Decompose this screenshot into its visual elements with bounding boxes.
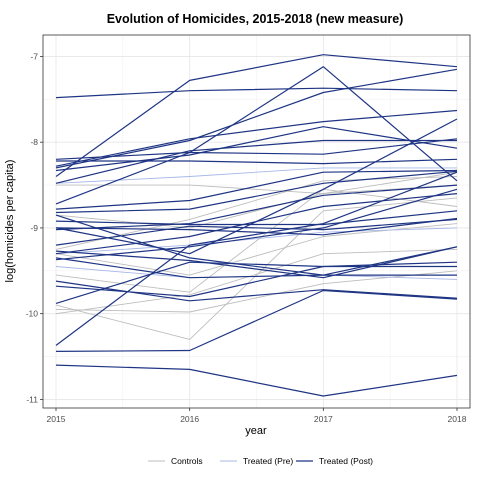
x-axis: 2015 2016 2017 2018 [47, 408, 467, 424]
y-tick-label: -10 [26, 309, 39, 319]
legend-label: Treated (Post) [319, 456, 373, 466]
series-line-control [55, 171, 458, 229]
legend-label: Treated (Pre) [243, 456, 293, 466]
x-tick-label: 2016 [180, 414, 199, 424]
series-layer [55, 54, 458, 397]
series-line-control [55, 197, 458, 340]
x-axis-title: year [245, 425, 267, 437]
series-line-treated-post [55, 169, 458, 210]
series-line-treated-post [55, 364, 458, 397]
series-line-treated-pre [55, 227, 458, 255]
series-line-treated-post [55, 109, 458, 167]
series-line-treated-post [55, 210, 458, 226]
panel-border [42, 34, 471, 409]
series-line-control [55, 248, 458, 315]
plot-panel [42, 34, 471, 409]
series-line-treated-post [55, 218, 458, 246]
series-line-treated-post [55, 171, 458, 346]
x-tick-label: 2015 [47, 414, 66, 424]
series-line-treated-post [55, 68, 458, 169]
legend-label: Controls [171, 456, 203, 466]
x-tick-label: 2017 [314, 414, 333, 424]
series-line-treated-post [55, 261, 458, 304]
series-line-treated-post [55, 126, 458, 172]
x-tick-label: 2018 [448, 414, 467, 424]
series-line-treated-post [55, 289, 458, 352]
series-line-treated-post [55, 246, 458, 279]
series-line-treated-post [55, 138, 458, 205]
chart-title: Evolution of Homicides, 2015-2018 (new m… [107, 12, 404, 26]
series-line-treated-post [55, 214, 458, 276]
series-line-treated-pre [55, 167, 457, 184]
y-tick-label: -11 [26, 394, 38, 404]
series-line-treated-post [55, 54, 458, 177]
series-line-control [55, 176, 458, 250]
series-line-treated-post [56, 158, 458, 165]
y-axis-title: log(homicides per capita) [4, 160, 16, 283]
series-line-treated-post [55, 257, 457, 279]
y-axis: -7 -8 -9 -10 -11 [26, 51, 43, 404]
series-line-treated-post [55, 170, 458, 214]
legend: Controls Treated (Pre) Treated (Post) [148, 456, 373, 466]
y-tick-label: -9 [30, 223, 38, 233]
series-line-treated-post [55, 118, 458, 255]
y-tick-label: -7 [30, 51, 38, 61]
y-tick-label: -8 [30, 137, 38, 147]
series-line-treated-post [55, 66, 458, 182]
series-line-treated-post [55, 139, 457, 184]
series-line-treated-post [55, 87, 458, 99]
series-line-treated-post [55, 184, 458, 231]
series-line-control [56, 184, 458, 195]
series-line-treated-post [55, 280, 458, 302]
series-line-treated-post [55, 217, 458, 236]
series-line-treated-post [55, 188, 458, 261]
